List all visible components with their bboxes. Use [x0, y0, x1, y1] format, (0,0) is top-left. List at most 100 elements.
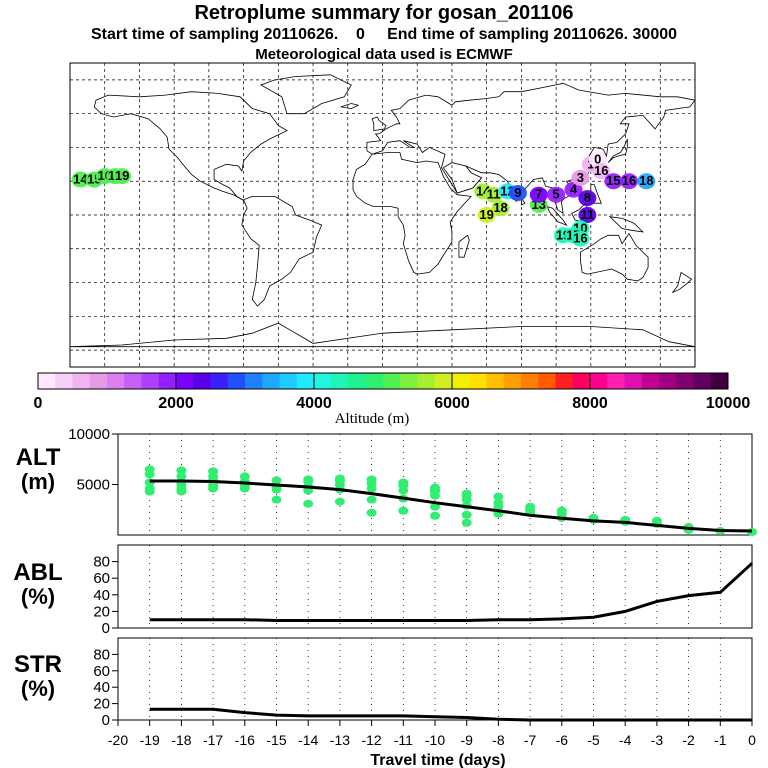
- x-tick-label: -8: [492, 732, 505, 748]
- colorbar-swatch: [486, 373, 505, 389]
- colorbar-swatch: [572, 373, 591, 389]
- y-tick-label: 20: [93, 696, 110, 713]
- y-tick-label: 20: [93, 603, 110, 620]
- plume-point: [637, 173, 656, 190]
- plume-point-label: 4: [570, 182, 578, 197]
- x-tick-label: -13: [330, 732, 350, 748]
- colorbar-swatch: [262, 373, 280, 389]
- colorbar-swatch: [245, 373, 263, 389]
- plume-point: [592, 163, 611, 180]
- colorbar-swatch: [210, 373, 229, 389]
- continent-arabia: [442, 162, 483, 194]
- colorbar-swatch: [38, 373, 56, 389]
- plume-point: [564, 181, 583, 198]
- plume-point-label: 18: [639, 173, 653, 188]
- y-tick-label: 10000: [68, 426, 110, 443]
- continent-sumatra: [546, 205, 568, 226]
- altitude-dot: [493, 502, 504, 511]
- x-tick-label: -18: [171, 732, 191, 748]
- plume-point-label: 16: [622, 173, 636, 188]
- colorbar-swatch: [400, 373, 418, 389]
- x-axis: -20 -19 -18 -17 -16 -15 -14 -13 -12 -11 -10 -9 -8 -7-…: [108, 720, 756, 768]
- altitude-dot: [398, 486, 409, 495]
- colorbar-swatch: [538, 373, 556, 389]
- altitude-dot: [461, 510, 472, 519]
- x-tick-label: -3: [651, 732, 664, 748]
- colorbar-tick-label: 4000: [296, 395, 332, 412]
- x-tick-label: -1: [714, 732, 727, 748]
- colorbar-swatch: [141, 373, 160, 389]
- x-tick-label: -11: [394, 732, 413, 748]
- plume-point-label: 18: [493, 200, 507, 215]
- x-tick-label: -9: [460, 732, 473, 748]
- continent-uk: [371, 116, 387, 132]
- y-tick-label: 0: [102, 712, 110, 729]
- altitude-dot: [176, 487, 187, 496]
- y-tick-label: 40: [93, 587, 110, 604]
- plume-point: [508, 185, 527, 202]
- colorbar-swatch: [434, 373, 453, 389]
- plume-point: [491, 200, 510, 217]
- colorbar-swatch: [176, 373, 194, 389]
- colorbar-swatch: [607, 373, 625, 389]
- colorbar-swatch: [227, 373, 246, 389]
- continent-japan: [607, 138, 628, 163]
- altitude-dot: [366, 508, 377, 517]
- continent-new-guinea: [608, 216, 645, 233]
- plume-point-label: 19: [115, 168, 129, 183]
- continent-eurasia: [366, 82, 696, 215]
- plume-point: [477, 207, 496, 223]
- altitude-dot: [144, 487, 155, 496]
- x-tick-label: -6: [556, 732, 569, 748]
- plume-point: [529, 186, 548, 203]
- continent-greenland: [260, 74, 352, 115]
- x-axis-label: Travel time (days): [370, 752, 505, 768]
- colorbar-swatch: [124, 373, 142, 389]
- plume-point-label: 14: [73, 172, 88, 187]
- colorbar-axis-label: Altitude (m): [335, 411, 410, 427]
- y-tick-label: 80: [93, 554, 110, 571]
- colorbar-swatch: [89, 373, 108, 389]
- colorbar-swatch: [296, 373, 315, 389]
- x-tick-label: -5: [587, 732, 600, 748]
- colorbar-swatch: [469, 373, 487, 389]
- y-tick-label: 60: [93, 663, 110, 680]
- plume-point-label: 11: [487, 187, 501, 202]
- colorbar-swatch: [72, 373, 91, 389]
- alt-series-line: [149, 479, 753, 533]
- plume-point-label: 3: [577, 170, 584, 185]
- panel-unit-label: (m): [21, 469, 55, 494]
- panel-alt: 5000 10000 ALT(m): [16, 426, 757, 536]
- x-tick-label: -14: [298, 732, 318, 748]
- altitude-dot: [271, 476, 282, 485]
- y-tick-label: 5000: [77, 477, 110, 494]
- str-series-line: [149, 707, 752, 722]
- panel-label: ABL: [13, 559, 62, 586]
- plume-point-label: 16: [594, 163, 608, 178]
- plume-point-label: 19: [479, 207, 493, 222]
- altitude-dot: [461, 495, 472, 504]
- x-tick-label: -17: [203, 732, 223, 748]
- altitude-dot: [430, 491, 440, 500]
- continent-madagascar: [458, 234, 470, 258]
- x-tick-label: 0: [748, 732, 756, 748]
- altitude-dot: [461, 518, 472, 527]
- colorbar-swatch: [590, 373, 608, 389]
- altitude-dot: [366, 495, 377, 504]
- colorbar-swatch: [452, 373, 470, 389]
- altitude-dot: [398, 506, 409, 515]
- plume-point: [571, 169, 590, 186]
- continent-iceland: [340, 103, 360, 110]
- panel-label: STR: [14, 651, 62, 678]
- plume-point-label: 11: [580, 207, 594, 222]
- plume-point-label: 7: [535, 187, 542, 202]
- continent-africa: [352, 152, 472, 275]
- x-tick-label: -15: [266, 732, 286, 748]
- colorbar-swatch: [641, 373, 660, 389]
- colorbar-swatch: [555, 373, 574, 389]
- colorbar-swatch: [193, 373, 211, 389]
- colorbar-swatch: [314, 373, 332, 389]
- plume-point: [71, 171, 90, 188]
- colorbar-swatch: [365, 373, 384, 389]
- colorbar-tick-label: 0: [34, 395, 43, 412]
